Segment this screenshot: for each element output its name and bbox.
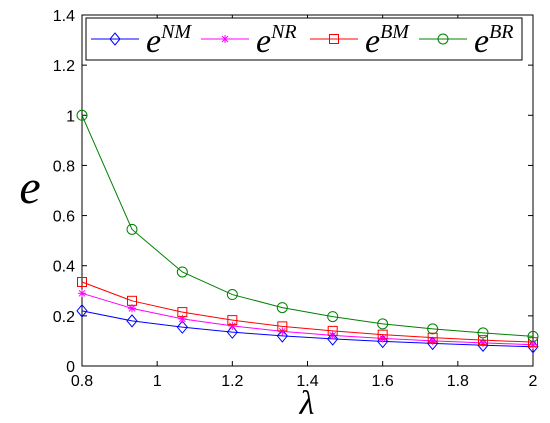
x-tick-label: 1 bbox=[153, 373, 162, 390]
series-bm bbox=[77, 277, 538, 348]
data-point bbox=[176, 266, 188, 278]
data-point bbox=[327, 332, 339, 346]
data-point bbox=[327, 311, 339, 323]
data-point bbox=[277, 321, 288, 332]
x-tick-label: 1.4 bbox=[296, 373, 318, 390]
x-tick-label: 0.8 bbox=[71, 373, 93, 390]
data-point bbox=[77, 277, 87, 288]
y-tick-label: 0.6 bbox=[53, 209, 75, 226]
data-point bbox=[528, 337, 538, 348]
data-point bbox=[126, 314, 138, 328]
legend-label-base: e bbox=[365, 23, 380, 60]
data-point bbox=[76, 109, 88, 121]
data-point bbox=[126, 295, 137, 306]
x-tick-label: 1.2 bbox=[221, 373, 243, 390]
y-tick-label: 0.2 bbox=[53, 309, 75, 326]
data-point bbox=[327, 325, 338, 336]
data-point bbox=[226, 325, 238, 339]
y-tick-label: 0.4 bbox=[53, 259, 75, 276]
data-point bbox=[221, 35, 229, 43]
series-line bbox=[81, 292, 534, 346]
legend-label-sup: NR bbox=[270, 21, 297, 43]
legend-label-sup: NM bbox=[160, 21, 192, 43]
data-point bbox=[427, 332, 438, 343]
data-point bbox=[176, 320, 188, 334]
series-br bbox=[76, 109, 539, 342]
data-point bbox=[78, 289, 86, 298]
data-point bbox=[177, 307, 188, 318]
legend-label-sup: BR bbox=[489, 21, 513, 43]
y-tick-label: 1 bbox=[66, 108, 75, 125]
legend-label: eNM bbox=[146, 21, 192, 60]
y-tick-label: 1.4 bbox=[53, 8, 75, 25]
data-point bbox=[126, 223, 138, 235]
data-point bbox=[227, 315, 238, 326]
series-layer bbox=[76, 109, 539, 354]
data-point bbox=[329, 34, 339, 44]
y-tick-label: 0.8 bbox=[53, 158, 75, 175]
data-point bbox=[276, 302, 288, 314]
data-point bbox=[276, 329, 288, 343]
x-tick-label: 1.8 bbox=[447, 373, 469, 390]
axis-ticks: 0.8 1 1.2 1.4 1.6 1.8 2 0 0.2 0.4 0.6 0.8 1 1.2 1.4 bbox=[53, 8, 538, 390]
series-line bbox=[81, 115, 534, 337]
legend-label: eNR bbox=[256, 21, 297, 60]
legend-label: eBM bbox=[365, 21, 410, 60]
legend-label-sup: BM bbox=[380, 21, 410, 43]
data-point bbox=[377, 318, 389, 330]
legend-entry: eBM bbox=[310, 21, 410, 60]
data-point bbox=[228, 321, 237, 330]
data-point bbox=[178, 314, 187, 323]
plot-border bbox=[81, 14, 534, 367]
data-point bbox=[377, 329, 388, 340]
legend-label-base: e bbox=[256, 23, 271, 60]
data-point bbox=[378, 334, 387, 343]
y-tick-label: 0 bbox=[66, 359, 75, 376]
legend-label: eBR bbox=[474, 21, 514, 60]
y-tick-label: 1.2 bbox=[53, 58, 75, 75]
data-point bbox=[478, 335, 489, 346]
plot-area bbox=[81, 14, 534, 367]
x-tick-label: 2 bbox=[529, 373, 538, 390]
data-point bbox=[76, 304, 88, 318]
data-point bbox=[527, 330, 539, 342]
legend-entry: eBR bbox=[419, 21, 514, 60]
legend: eNM eNR eBM eBR bbox=[85, 17, 523, 61]
legend-label-base: e bbox=[474, 23, 489, 60]
legend-label-base: e bbox=[146, 23, 161, 60]
x-tick-label: 1.6 bbox=[372, 373, 394, 390]
series-line bbox=[81, 310, 534, 348]
data-point bbox=[109, 32, 121, 46]
data-point bbox=[226, 289, 238, 301]
data-point bbox=[278, 327, 287, 336]
series-line bbox=[81, 281, 534, 343]
y-axis-label: e bbox=[19, 161, 40, 214]
x-axis-label: λ bbox=[299, 385, 315, 422]
data-point bbox=[437, 33, 449, 45]
legend-entry: eNM bbox=[91, 21, 192, 60]
data-point bbox=[427, 323, 439, 335]
legend-entry: eNR bbox=[201, 21, 297, 60]
data-point bbox=[477, 327, 489, 339]
data-point bbox=[428, 336, 437, 345]
